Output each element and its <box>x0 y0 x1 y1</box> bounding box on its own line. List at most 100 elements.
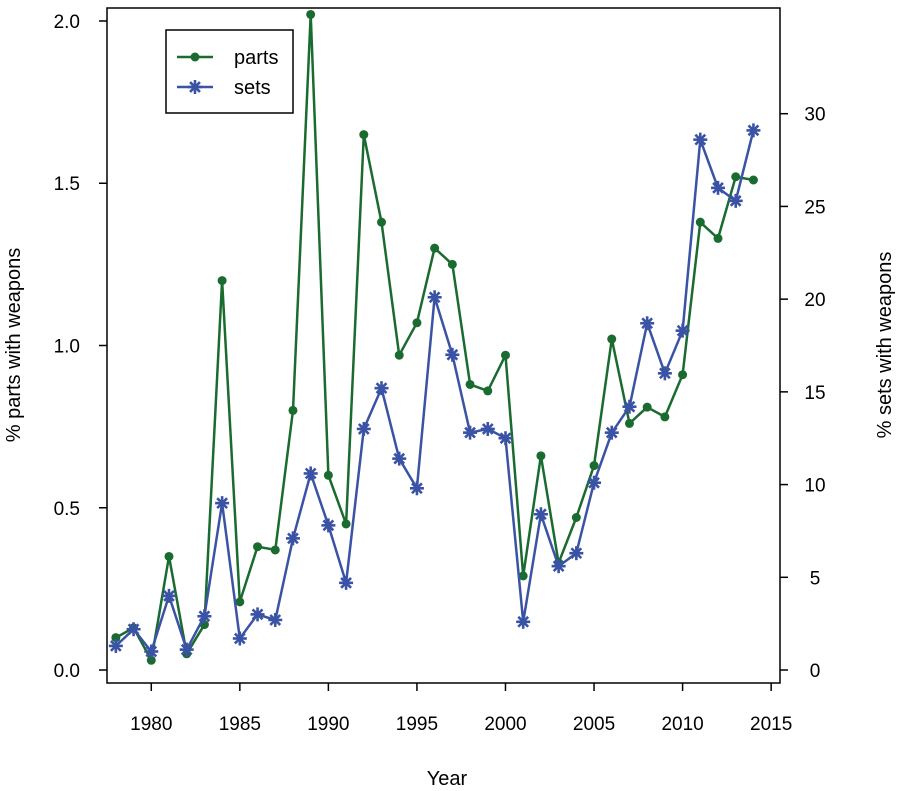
point-sets-stroke <box>304 467 317 480</box>
point-sets-stroke <box>694 133 707 146</box>
point-sets <box>622 399 637 414</box>
point-sets-stroke <box>375 382 388 395</box>
point-parts <box>660 412 670 422</box>
point-sets <box>303 466 318 481</box>
point-parts <box>713 233 723 243</box>
point-sets-stroke <box>198 610 211 623</box>
point-sets <box>569 546 584 561</box>
point-sets <box>427 290 442 305</box>
y-right-tick-label: 10 <box>804 476 825 497</box>
point-parts <box>164 551 174 561</box>
point-sets <box>392 451 407 466</box>
legend: parts sets <box>165 29 294 114</box>
point-parts <box>359 130 369 140</box>
point-parts <box>377 217 387 227</box>
point-sets <box>728 193 743 208</box>
point-parts <box>394 350 404 360</box>
point-sets-stroke <box>712 182 724 194</box>
point-parts <box>536 451 546 461</box>
point-sets <box>215 496 230 511</box>
point-parts <box>695 217 705 227</box>
point-sets <box>445 347 460 362</box>
point-sets <box>640 316 655 331</box>
legend-parts-marker <box>190 52 200 62</box>
y-right-tick-label: 0 <box>810 661 821 682</box>
x-tick-label: 2010 <box>661 714 703 735</box>
x-tick-label: 1985 <box>219 714 261 735</box>
x-tick-label: 2000 <box>484 714 526 735</box>
point-parts <box>270 545 280 555</box>
y-right-tick-label: 25 <box>804 197 825 218</box>
point-parts <box>341 519 351 529</box>
legend-sets-label: sets <box>234 77 271 99</box>
point-sets <box>587 475 602 490</box>
point-sets-stroke <box>623 400 636 413</box>
y-right-tick-label: 5 <box>810 568 821 589</box>
point-sets <box>161 588 176 603</box>
point-sets-stroke <box>233 632 246 645</box>
point-sets <box>463 425 478 440</box>
point-sets-stroke <box>216 497 228 509</box>
point-sets-stroke <box>588 476 600 489</box>
point-parts <box>748 175 758 185</box>
point-sets <box>250 607 265 622</box>
point-parts <box>146 655 156 665</box>
point-parts <box>217 276 227 286</box>
legend-sets-marker <box>188 80 202 94</box>
point-sets <box>232 631 247 646</box>
legend-box <box>165 29 294 114</box>
point-sets <box>374 381 389 396</box>
y-left-tick-label: 0.0 <box>54 661 80 682</box>
point-parts <box>288 405 298 415</box>
y-left-tick-label: 0.5 <box>54 499 80 520</box>
point-sets-stroke <box>481 423 494 435</box>
point-sets <box>126 622 141 637</box>
x-tick-label: 1980 <box>130 714 172 735</box>
point-parts <box>483 386 493 396</box>
point-sets <box>657 366 672 381</box>
point-sets-stroke <box>729 194 742 207</box>
point-parts <box>624 418 634 428</box>
y-right-tick-label: 15 <box>804 383 825 404</box>
point-parts <box>607 334 617 344</box>
point-sets-stroke <box>464 426 476 439</box>
point-sets-stroke <box>535 508 547 521</box>
point-sets-stroke <box>605 426 618 439</box>
point-sets <box>409 481 424 496</box>
legend-sets-asterisk-stroke <box>189 81 201 93</box>
point-sets-stroke <box>127 623 140 636</box>
point-sets <box>356 421 371 436</box>
point-sets <box>179 642 194 657</box>
point-parts <box>111 633 121 643</box>
legend-parts-label: parts <box>234 47 278 69</box>
series-line-sets <box>115 130 755 653</box>
point-sets <box>516 614 531 629</box>
point-sets-stroke <box>747 124 760 137</box>
point-sets-stroke <box>552 560 565 573</box>
point-parts <box>412 318 422 328</box>
point-sets <box>693 132 708 147</box>
point-sets-stroke <box>411 482 423 495</box>
x-axis: 1980 1985 1990 1995 2000 2005 2010 2015 <box>130 683 792 735</box>
point-sets-stroke <box>676 324 689 337</box>
point-sets <box>551 559 566 574</box>
point-sets-stroke <box>340 576 352 589</box>
point-sets <box>144 644 159 659</box>
point-sets-stroke <box>659 367 671 380</box>
point-sets <box>285 531 300 546</box>
point-sets-stroke <box>357 423 370 435</box>
point-parts <box>731 172 741 182</box>
point-sets-stroke <box>570 547 583 560</box>
y-left-tick-label: 2.0 <box>54 12 80 33</box>
y-right-tick-label: 20 <box>804 290 825 311</box>
point-sets <box>711 180 726 195</box>
point-sets <box>108 638 123 653</box>
x-tick-label: 1990 <box>307 714 349 735</box>
y-axis-right-label: % sets with weapons <box>874 252 896 439</box>
legend-sets-asterisk <box>188 80 202 94</box>
x-tick-label: 1995 <box>396 714 438 735</box>
x-axis-label: Year <box>427 768 468 790</box>
point-sets-stroke <box>517 615 530 628</box>
point-sets-stroke <box>446 348 459 361</box>
